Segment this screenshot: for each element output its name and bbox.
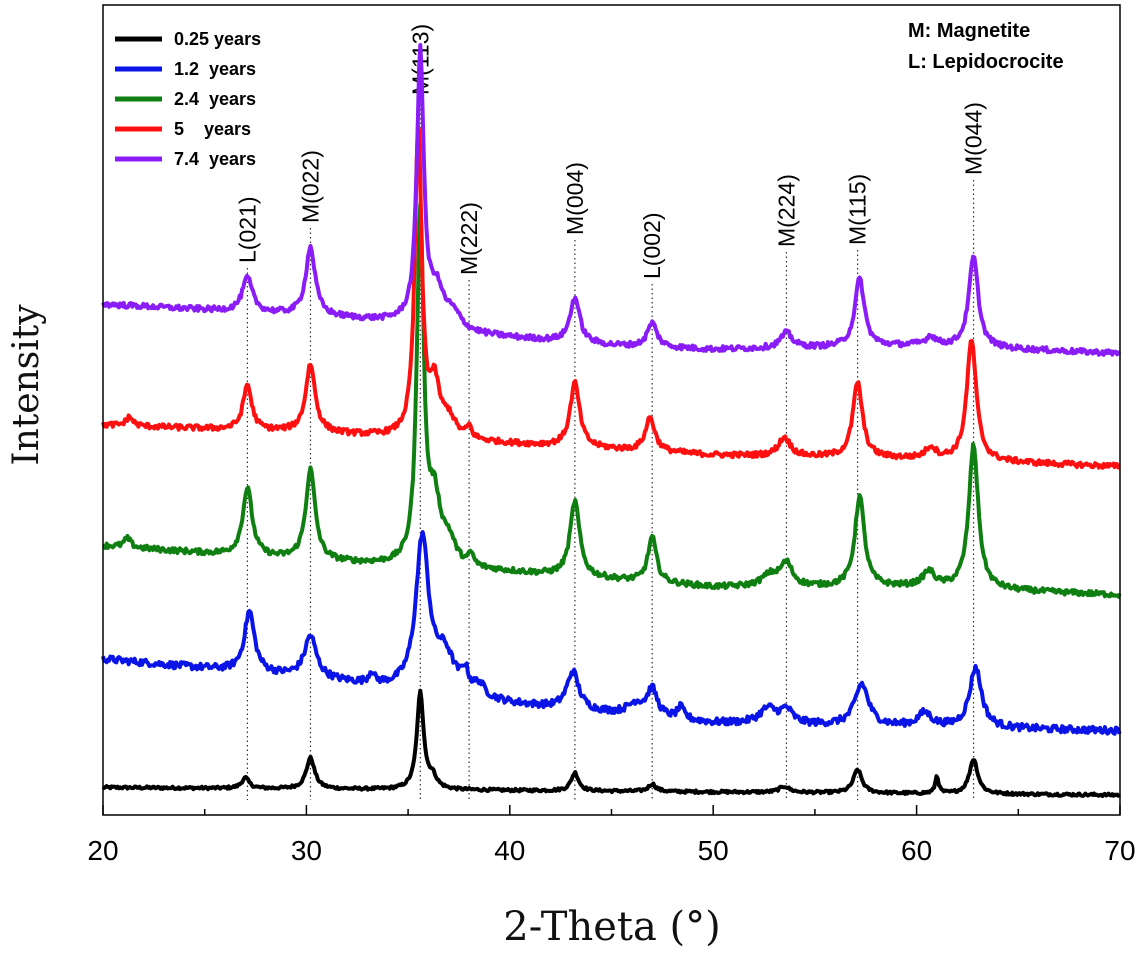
legend-label: 5 years	[174, 119, 251, 139]
legend-label: 2.4 years	[174, 89, 256, 109]
x-tick-label: 50	[698, 835, 729, 866]
x-tick-label: 20	[87, 835, 118, 866]
legend-label: 1.2 years	[174, 59, 256, 79]
peak-marker-label: M(044)	[961, 102, 987, 175]
legend-label: 7.4 years	[174, 149, 256, 169]
note-lepidocrocite: L: Lepidocrocite	[908, 51, 1064, 73]
x-tick-label: 60	[901, 835, 932, 866]
axis-layer: 20 30 40 50 60 70	[87, 4, 1136, 866]
peak-marker-label: M(222)	[456, 202, 482, 275]
legend-label: 0.25 years	[174, 29, 261, 49]
series-line	[102, 202, 1122, 599]
peak-marker-label: L(021)	[234, 197, 260, 263]
peak-marker-label: M(004)	[562, 162, 588, 235]
series-line	[101, 688, 1122, 798]
series-line	[101, 43, 1122, 357]
x-axis-label: 2-Theta (°)	[503, 904, 721, 950]
peak-marker-label: M(115)	[845, 174, 871, 245]
peak-marker-layer: L(021)M(022)M(113)M(222)M(004)L(002) M(22…	[234, 24, 987, 800]
peak-marker-label: M(022)	[297, 150, 323, 223]
series-line	[101, 124, 1121, 470]
y-axis-label: Intensity	[6, 304, 47, 466]
x-tick-label: 70	[1104, 835, 1135, 866]
peak-marker-label: L(002)	[639, 213, 665, 279]
x-tick-label: 30	[291, 835, 322, 866]
series-line	[101, 530, 1122, 736]
legend: 0.25 years 1.2 years 2.4 years 5 years 7.4 y…	[115, 29, 261, 169]
note-magnetite: M: Magnetite	[908, 20, 1030, 42]
series-layer	[101, 43, 1122, 798]
x-tick-label: 40	[494, 835, 525, 866]
peak-marker-label: M(224)	[773, 174, 799, 247]
